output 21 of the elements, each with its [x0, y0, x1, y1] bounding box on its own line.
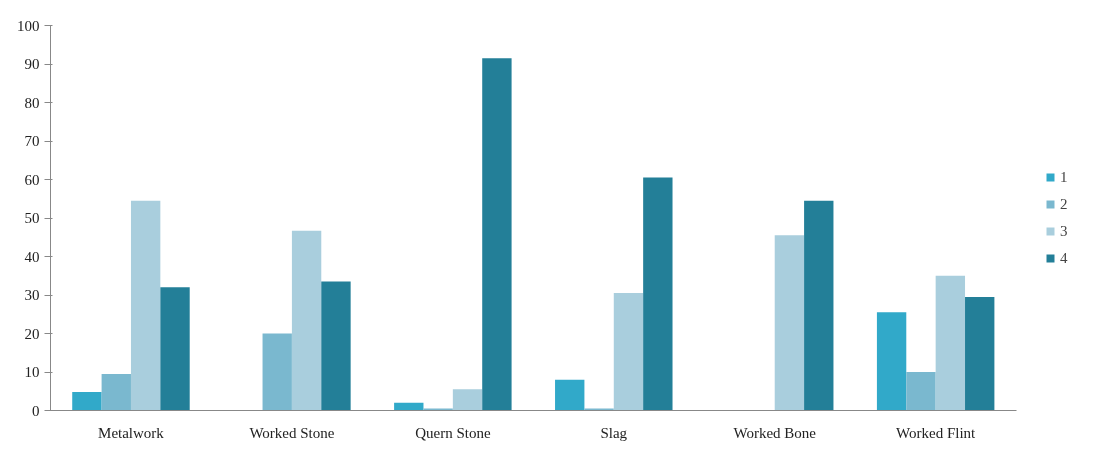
x-tick-label: Metalwork [98, 424, 165, 441]
y-tick-label: 90 [24, 56, 40, 72]
y-tick-label: 80 [24, 94, 40, 111]
y-tick-label: 70 [24, 133, 40, 149]
legend-label: 4 [1060, 249, 1069, 267]
y-tick-label: 40 [24, 248, 40, 265]
y-tick-label: 0 [32, 402, 40, 419]
x-tick-label: Worked Stone [249, 424, 335, 441]
y-tick-label: 100 [17, 17, 40, 34]
y-tick-label: 30 [24, 287, 40, 303]
y-tick-label: 60 [24, 171, 40, 188]
legend-label: 2 [1060, 195, 1069, 213]
legend-label: 1 [1060, 168, 1069, 186]
y-tick-label: 10 [24, 364, 40, 380]
legend-label: 3 [1060, 222, 1069, 240]
x-tick-label: Slag [600, 424, 628, 441]
y-tick-label: 20 [24, 325, 40, 342]
x-tick-label: Worked Flint [896, 424, 977, 441]
x-tick-label: Worked Bone [733, 424, 817, 441]
y-tick-label: 50 [24, 210, 40, 226]
x-tick-label: Quern Stone [415, 424, 491, 441]
